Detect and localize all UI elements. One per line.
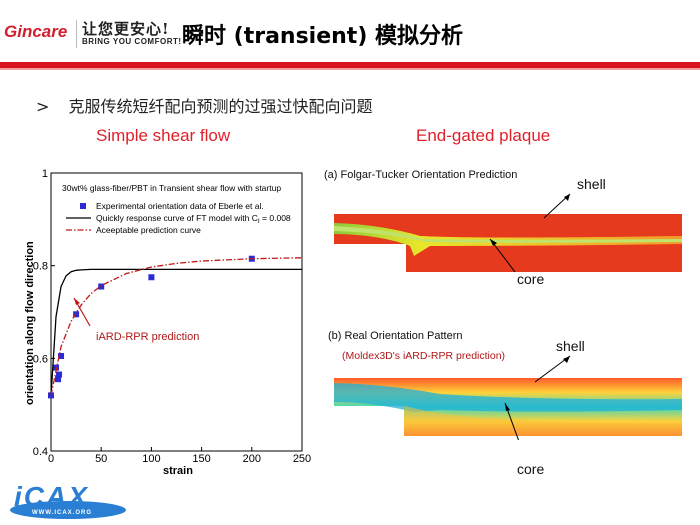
bullet-point: > 克服传统短纤配向预测的过强过快配向问题: [36, 93, 373, 117]
y-tick-label-2: 0.8: [33, 261, 48, 273]
slogan-english: BRING YOU COMFORT!: [82, 37, 182, 46]
real-core-band: [334, 383, 682, 412]
ft-core-band: [334, 223, 682, 256]
bullet-text: 克服传统短纤配向预测的过强过快配向问题: [68, 97, 373, 116]
series-line-1: [50, 268, 302, 396]
orientation-chart: 0 50 100 150 200 250 0.4 0.6 0.8 1 30wt% glass-fi…: [24, 168, 311, 477]
y-axis-label: orientation along flow direction: [24, 241, 36, 405]
y-tick-label-3: 1: [42, 168, 48, 180]
annotation-iard-rpr: iARD-RPR prediction: [96, 331, 199, 343]
icax-logo: iCAX WWW.ICAX.ORG: [10, 481, 126, 519]
caption-moldex3d: (Moldex3D's iARD-RPR prediction): [342, 350, 506, 362]
x-tick-label-2: 100: [142, 453, 160, 465]
y-tick-label-0: 0.4: [33, 446, 48, 458]
slide-title: 瞬时 (transient) 模拟分析: [182, 24, 464, 49]
real-lower-layer: [404, 406, 682, 436]
data-point-6: [98, 283, 105, 290]
core-label-b: core: [517, 461, 545, 477]
shell-label-a: shell: [577, 176, 606, 192]
plot-inner-title: 30wt% glass-fiber/PBT in Transient shear…: [62, 183, 281, 193]
x-axis-label: strain: [163, 465, 193, 477]
core-label-a: core: [517, 271, 545, 287]
legend-marker-experimental: [80, 203, 86, 209]
data-point-2: [55, 376, 62, 383]
series-line-2: [50, 257, 303, 396]
real-core-arrow: [504, 402, 519, 440]
shell-label-b: shell: [556, 338, 585, 354]
y-tick-label-1: 0.6: [33, 353, 48, 365]
caption-folgar-tucker: (a) Folgar-Tucker Orientation Prediction: [324, 169, 518, 181]
icax-logo-url: WWW.ICAX.ORG: [32, 510, 92, 516]
header-red-bar-shadow: [0, 68, 700, 70]
icax-logo-text: iCAX: [14, 481, 89, 512]
legend-label-ft: Quickly response curve of FT model with …: [96, 213, 291, 225]
ft-core-arrowhead: [490, 239, 497, 246]
bullet-marker: >: [36, 97, 50, 116]
data-point-4: [58, 353, 65, 360]
logo-divider: [76, 20, 77, 48]
x-tick-label-4: 200: [243, 453, 261, 465]
real-shell-arrowhead: [563, 356, 570, 363]
x-tick-label-1: 50: [95, 453, 107, 465]
x-tick-label-0: 0: [48, 453, 54, 465]
header: Gincare 让您更安心! BRING YOU COMFORT! 瞬时 (tr…: [0, 0, 700, 64]
plaque-ft-map: [334, 193, 682, 273]
real-core-arrowhead: [505, 403, 510, 411]
annotation-arrowhead: [74, 298, 80, 305]
data-point-1: [53, 364, 60, 371]
real-shell-arrow: [534, 355, 571, 383]
gincare-logo: Gincare: [4, 22, 68, 41]
data-point-3: [56, 371, 63, 378]
icax-logo-swoosh: [10, 501, 126, 519]
data-point-7: [148, 274, 155, 281]
header-red-bar: [0, 62, 700, 68]
plot-frame: [50, 172, 303, 452]
legend-label-experimental: Experimental orientation data of Eberle …: [96, 201, 264, 211]
section-title-simple-shear: Simple shear flow: [96, 126, 231, 145]
x-tick-label-5: 250: [293, 453, 311, 465]
plaque-real-map: [334, 355, 682, 440]
ft-core-center: [334, 226, 682, 243]
slogan-chinese: 让您更安心!: [82, 20, 170, 38]
legend-label-prediction: Aceeptable prediction curve: [96, 225, 201, 235]
section-title-end-gated: End-gated plaque: [416, 126, 551, 145]
ft-shell-arrowhead: [564, 194, 570, 201]
x-tick-label-3: 150: [192, 453, 210, 465]
caption-real-orientation: (b) Real Orientation Pattern: [328, 330, 463, 342]
